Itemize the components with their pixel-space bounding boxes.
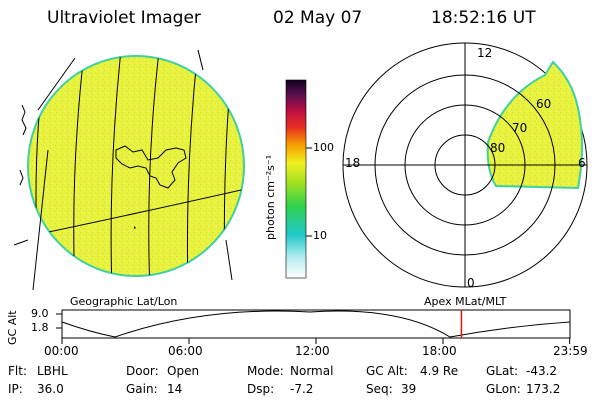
mlt-label-18: 18 bbox=[345, 156, 361, 170]
mlt-label-6: 6 bbox=[578, 156, 586, 170]
status-gcalt-value: 4.9 Re bbox=[420, 364, 459, 378]
status-seq-label: Seq: bbox=[366, 382, 393, 396]
timeline-xtick-1800: 18:00 bbox=[422, 344, 457, 358]
status-glat-value: -43.2 bbox=[526, 364, 558, 378]
observation-date: 02 May 07 bbox=[273, 8, 363, 28]
status-glat-label: GLat: bbox=[486, 364, 519, 378]
status-seq-value: 39 bbox=[401, 382, 417, 396]
geographic-panel-label: Geographic Lat/Lon bbox=[70, 295, 178, 308]
coastline-fragment bbox=[21, 104, 27, 136]
mlat-label-70: 70 bbox=[512, 121, 528, 135]
status-mode-label: Mode: bbox=[247, 364, 284, 378]
status-gain-label: Gain: bbox=[126, 382, 158, 396]
observation-time: 18:52:16 UT bbox=[431, 8, 536, 28]
colorbar-unit-label: photon cm⁻²s⁻¹ bbox=[264, 154, 277, 240]
status-ip-value: 36.0 bbox=[37, 382, 64, 396]
status-gain-value: 14 bbox=[167, 382, 183, 396]
status-door-label: Door: bbox=[126, 364, 159, 378]
timeline-ytick-9: 9.0 bbox=[31, 307, 49, 320]
status-mode-value: Normal bbox=[290, 364, 334, 378]
mlat-label-60: 60 bbox=[536, 97, 552, 111]
altitude-timeline bbox=[56, 309, 571, 344]
instrument-title: Ultraviolet Imager bbox=[47, 8, 201, 28]
status-glon-label: GLon: bbox=[486, 382, 521, 396]
timeline-xtick-1200: 12:00 bbox=[295, 344, 330, 358]
mlat-label-80: 80 bbox=[490, 141, 506, 155]
colorbar-tick-10: 10 bbox=[313, 229, 327, 242]
colorbar-tick-100: 100 bbox=[313, 141, 334, 154]
polar-mlt-plot bbox=[342, 42, 588, 288]
altitude-curve bbox=[61, 310, 571, 338]
coastline-outline bbox=[115, 145, 187, 189]
mlt-label-12: 12 bbox=[477, 46, 493, 60]
status-door-value: Open bbox=[167, 364, 200, 378]
timeline-ylabel: GC Alt bbox=[6, 310, 19, 345]
apex-panel-label: Apex MLat/MLT bbox=[424, 295, 507, 308]
timeline-xtick-0000: 00:00 bbox=[44, 344, 79, 358]
status-dsp-label: Dsp: bbox=[247, 382, 275, 396]
status-flt-value: LBHL bbox=[37, 364, 68, 378]
timeline-xtick-2359: 23:59 bbox=[553, 344, 588, 358]
timeline-ytick-1-8: 1.8 bbox=[31, 321, 49, 334]
auroral-image-wedge bbox=[486, 60, 583, 190]
status-flt-label: Flt: bbox=[8, 364, 27, 378]
mlt-label-0: 0 bbox=[467, 276, 475, 290]
status-glon-value: 173.2 bbox=[526, 382, 561, 396]
status-gcalt-label: GC Alt: bbox=[366, 364, 408, 378]
status-ip-label: IP: bbox=[8, 382, 23, 396]
colorbar bbox=[285, 79, 312, 279]
status-dsp-value: -7.2 bbox=[290, 382, 314, 396]
timeline-xtick-0600: 06:00 bbox=[168, 344, 203, 358]
geographic-image-panel bbox=[13, 49, 245, 291]
